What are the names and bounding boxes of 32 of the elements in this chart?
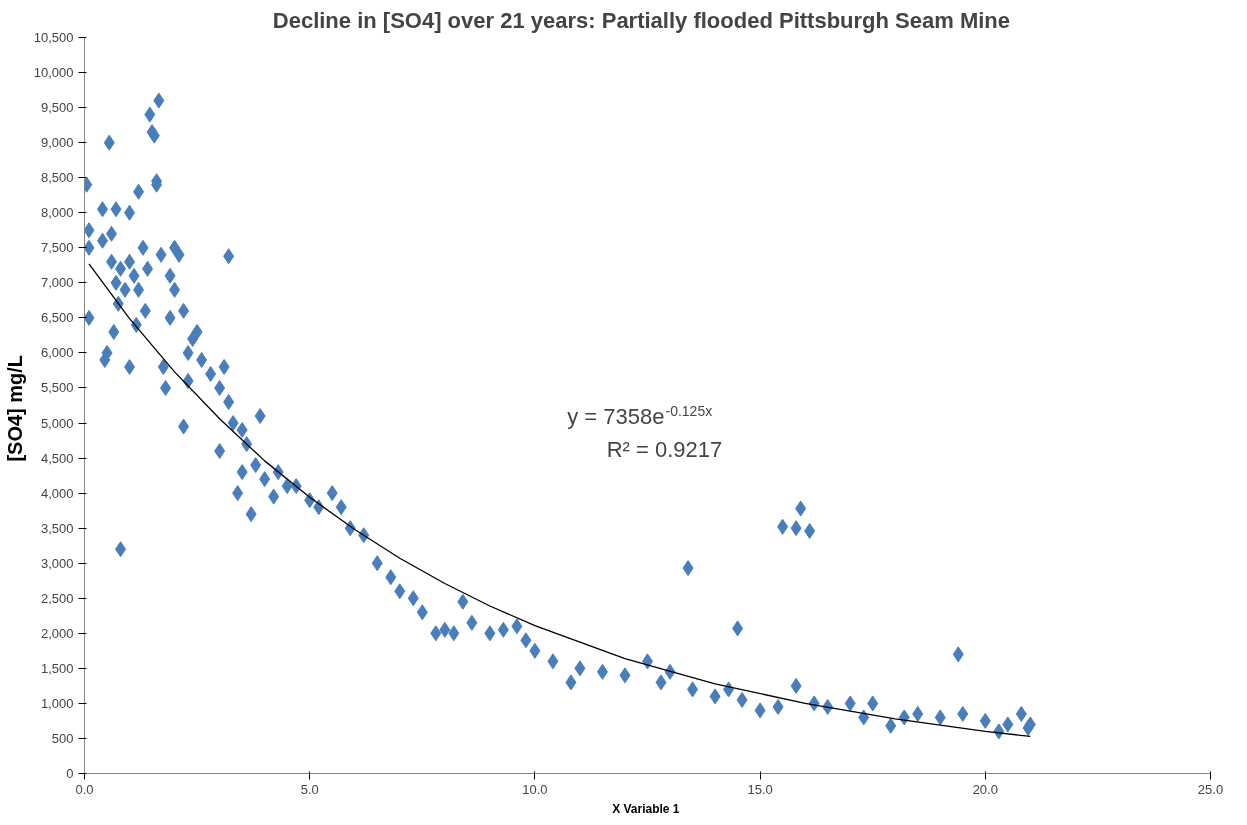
y-tick-label: 3,500 xyxy=(40,520,74,536)
x-axis-title: X Variable 1 xyxy=(612,801,680,816)
y-tick-label: 1,000 xyxy=(40,695,74,711)
y-tick-label: 8,000 xyxy=(40,205,74,221)
y-tick-label: 8,500 xyxy=(40,170,74,186)
y-tick-label: 10,000 xyxy=(33,65,74,81)
x-tick-label: 15.0 xyxy=(747,781,773,797)
y-tick-label: 6,500 xyxy=(40,310,74,326)
y-tick-label: 7,000 xyxy=(40,275,74,291)
y-tick-label: 4,500 xyxy=(40,450,74,466)
x-tick-label: 25.0 xyxy=(1197,781,1224,797)
y-axis-title: [SO4] mg/L xyxy=(3,354,26,462)
y-tick-label: 4,000 xyxy=(40,485,74,501)
y-tick-label: 9,000 xyxy=(40,135,74,151)
chart-title: Decline in [SO4] over 21 years: Partially flooded Pittsburgh Seam Mine xyxy=(272,7,1010,33)
y-tick-label: 0 xyxy=(66,766,74,781)
y-tick-label: 5,500 xyxy=(40,380,74,396)
annotation: R² = 0.9217 xyxy=(606,436,723,462)
x-tick-label: 20.0 xyxy=(972,781,998,797)
y-tick-label: 500 xyxy=(51,730,74,746)
x-tick-label: 5.0 xyxy=(300,781,319,797)
x-tick-label: 10.0 xyxy=(522,781,548,797)
y-tick-label: 9,500 xyxy=(40,100,74,116)
x-tick-label: 0.0 xyxy=(75,781,94,797)
y-tick-label: 7,500 xyxy=(40,240,74,256)
y-tick-label: 1,500 xyxy=(40,660,74,676)
y-tick-label: 5,000 xyxy=(40,415,74,431)
y-tick-label: 2,000 xyxy=(40,625,74,641)
y-tick-label: 6,000 xyxy=(40,345,74,361)
y-tick-label: 10,500 xyxy=(33,30,74,45)
y-tick-label: 2,500 xyxy=(40,590,74,606)
y-tick-label: 3,000 xyxy=(40,555,74,571)
